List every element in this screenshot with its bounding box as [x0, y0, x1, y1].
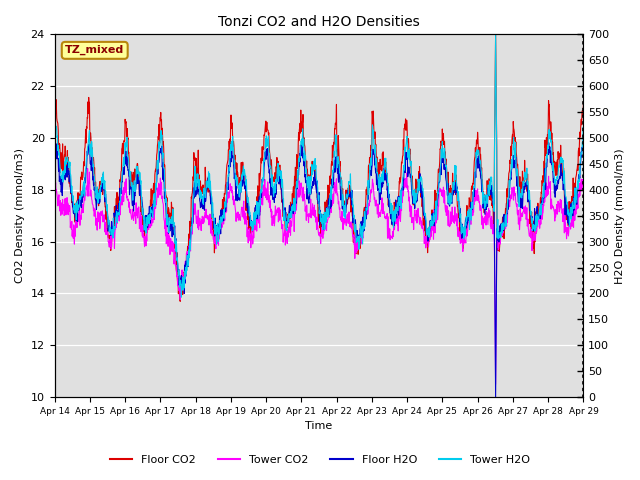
Tower H2O — [580, 128, 588, 134]
Floor H2O — [51, 150, 58, 156]
Floor H2O — [168, 234, 176, 240]
Line: Floor CO2: Floor CO2 — [54, 35, 584, 301]
Legend: Floor CO2, Tower CO2, Floor H2O, Tower H2O: Floor CO2, Tower CO2, Floor H2O, Tower H… — [105, 451, 535, 469]
Floor H2O — [227, 159, 235, 165]
Floor CO2 — [177, 299, 184, 304]
Tower CO2 — [156, 181, 163, 187]
Title: Tonzi CO2 and H2O Densities: Tonzi CO2 and H2O Densities — [218, 15, 420, 29]
Floor H2O — [580, 134, 588, 140]
Tower H2O — [228, 144, 236, 150]
Tower CO2 — [580, 182, 588, 188]
Floor CO2 — [401, 124, 409, 130]
Floor CO2 — [228, 125, 236, 131]
Tower H2O — [156, 145, 163, 151]
Y-axis label: H2O Density (mmol/m3): H2O Density (mmol/m3) — [615, 148, 625, 284]
Floor CO2 — [518, 179, 525, 185]
Floor CO2 — [580, 99, 588, 105]
Tower H2O — [177, 294, 185, 300]
Tower CO2 — [169, 249, 177, 254]
Y-axis label: CO2 Density (mmol/m3): CO2 Density (mmol/m3) — [15, 148, 25, 283]
Floor H2O — [492, 394, 499, 400]
Tower CO2 — [492, 381, 499, 387]
Tower H2O — [518, 192, 525, 197]
Tower CO2 — [470, 201, 478, 207]
Floor CO2 — [168, 216, 176, 221]
Line: Floor H2O: Floor H2O — [54, 137, 584, 397]
Floor H2O — [470, 185, 478, 191]
Tower CO2 — [518, 213, 525, 218]
Tower H2O — [168, 214, 176, 219]
Floor CO2 — [156, 132, 163, 138]
Line: Tower H2O: Tower H2O — [54, 35, 584, 297]
Floor CO2 — [470, 159, 478, 165]
Floor CO2 — [51, 106, 58, 111]
Tower CO2 — [84, 166, 92, 171]
Tower CO2 — [401, 176, 409, 181]
Floor H2O — [156, 156, 163, 162]
Floor CO2 — [492, 32, 499, 37]
Tower H2O — [51, 122, 58, 128]
Tower CO2 — [51, 178, 58, 184]
Line: Tower CO2: Tower CO2 — [54, 168, 584, 384]
Tower H2O — [401, 147, 409, 153]
X-axis label: Time: Time — [305, 421, 333, 432]
Tower H2O — [470, 185, 478, 191]
Floor H2O — [517, 194, 525, 200]
Floor H2O — [401, 154, 409, 160]
Tower CO2 — [228, 184, 236, 190]
Tower H2O — [492, 32, 499, 37]
Text: TZ_mixed: TZ_mixed — [65, 45, 124, 56]
